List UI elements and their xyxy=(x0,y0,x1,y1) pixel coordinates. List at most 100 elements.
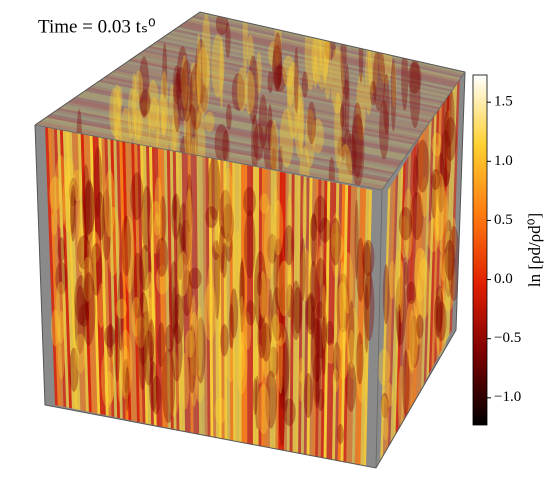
volume-blob xyxy=(219,36,224,110)
volume-stripe xyxy=(112,70,423,135)
volume-stripe xyxy=(136,53,435,118)
volume-blob xyxy=(383,73,390,135)
volume-stripe xyxy=(123,62,428,128)
volume-stripe xyxy=(320,180,328,460)
volume-stripe xyxy=(255,166,260,447)
volume-blob xyxy=(221,242,227,279)
volume-stripe xyxy=(57,108,395,175)
volume-rendering xyxy=(35,12,465,468)
volume-blob xyxy=(301,71,309,98)
volume-blob xyxy=(305,292,317,335)
volume-stripe xyxy=(298,175,304,455)
volume-blob xyxy=(414,247,427,302)
volume-blob xyxy=(62,172,75,233)
volume-blob xyxy=(331,212,342,278)
volume-blob xyxy=(83,231,89,310)
cube-edge xyxy=(375,189,383,469)
volume-stripe xyxy=(169,30,452,94)
volume-stripe xyxy=(183,21,459,84)
volume-blob xyxy=(172,65,181,105)
volume-blob xyxy=(268,41,280,68)
volume-stripe xyxy=(92,134,104,415)
volume-blob xyxy=(364,46,373,116)
volume-blob xyxy=(176,223,185,281)
volume-blob xyxy=(151,375,162,415)
volume-stripe xyxy=(113,138,123,419)
volume-blob xyxy=(196,46,210,116)
volume-blob xyxy=(145,337,150,363)
volume-stripe xyxy=(65,129,78,410)
volume-stripe xyxy=(392,164,404,444)
volume-blob xyxy=(450,217,457,261)
volume-blob xyxy=(49,176,62,211)
volume-blob xyxy=(171,286,177,338)
volume-blob xyxy=(344,129,352,156)
volume-stripe xyxy=(357,188,367,467)
volume-blob xyxy=(143,330,155,386)
volume-blob xyxy=(445,110,452,174)
volume-blob xyxy=(147,319,155,362)
volume-blob xyxy=(134,109,143,141)
volume-stripe xyxy=(53,126,67,408)
volume-blob xyxy=(160,71,169,136)
volume-blob xyxy=(271,313,280,345)
volume-blob xyxy=(447,226,461,302)
volume-blob xyxy=(55,261,68,295)
volume-blob xyxy=(403,261,409,286)
volume-stripe xyxy=(178,151,186,432)
volume-blob xyxy=(134,92,141,151)
volume-blob xyxy=(106,206,121,276)
volume-stripe xyxy=(390,168,401,449)
volume-stripe xyxy=(147,45,441,110)
volume-blob xyxy=(358,26,364,83)
volume-stripe xyxy=(244,164,248,444)
volume-stripe xyxy=(131,142,140,423)
volume-blob xyxy=(259,193,270,214)
volume-blob xyxy=(382,264,390,325)
volume-blob xyxy=(303,372,314,419)
volume-stripe xyxy=(119,139,129,420)
volume-stripe xyxy=(86,133,98,414)
volume-blob xyxy=(348,300,355,364)
volume-blob xyxy=(317,388,325,411)
volume-stripe xyxy=(157,147,166,428)
volume-stripe xyxy=(426,109,437,380)
volume-stripe xyxy=(103,76,418,141)
volume-blob xyxy=(225,22,231,58)
volume-stripe xyxy=(189,17,461,80)
volume-blob xyxy=(180,219,192,266)
volume-blob xyxy=(258,94,268,149)
volume-blob xyxy=(191,295,196,335)
volume-blob xyxy=(426,218,440,253)
volume-stripe xyxy=(208,157,214,438)
volume-stripe xyxy=(269,169,274,450)
volume-blob xyxy=(443,219,454,298)
volume-blob xyxy=(130,172,144,221)
volume-blob xyxy=(186,173,193,233)
volume-blob xyxy=(363,272,375,341)
volume-stripe xyxy=(181,152,188,432)
volume-blob xyxy=(82,256,93,303)
volume-blob xyxy=(321,284,327,351)
volume-stripe xyxy=(217,159,222,439)
volume-blob xyxy=(239,261,245,317)
volume-blob xyxy=(205,206,218,229)
volume-blob xyxy=(148,96,160,152)
volume-blob xyxy=(256,51,262,94)
volume-stripe xyxy=(229,161,234,442)
volume-blob xyxy=(239,295,245,359)
volume-blob xyxy=(226,346,235,383)
volume-blob xyxy=(267,104,273,151)
volume-stripe xyxy=(47,125,61,407)
volume-stripe xyxy=(436,93,448,360)
volume-blob xyxy=(402,350,410,416)
volume-blob xyxy=(442,111,452,187)
volume-blob xyxy=(364,283,369,353)
volume-blob xyxy=(176,46,189,122)
volume-stripe xyxy=(400,152,412,429)
volume-blob xyxy=(231,72,246,112)
volume-blob xyxy=(176,66,186,93)
volume-stripe xyxy=(186,19,460,82)
volume-blob xyxy=(356,331,364,385)
volume-blob xyxy=(317,245,323,287)
